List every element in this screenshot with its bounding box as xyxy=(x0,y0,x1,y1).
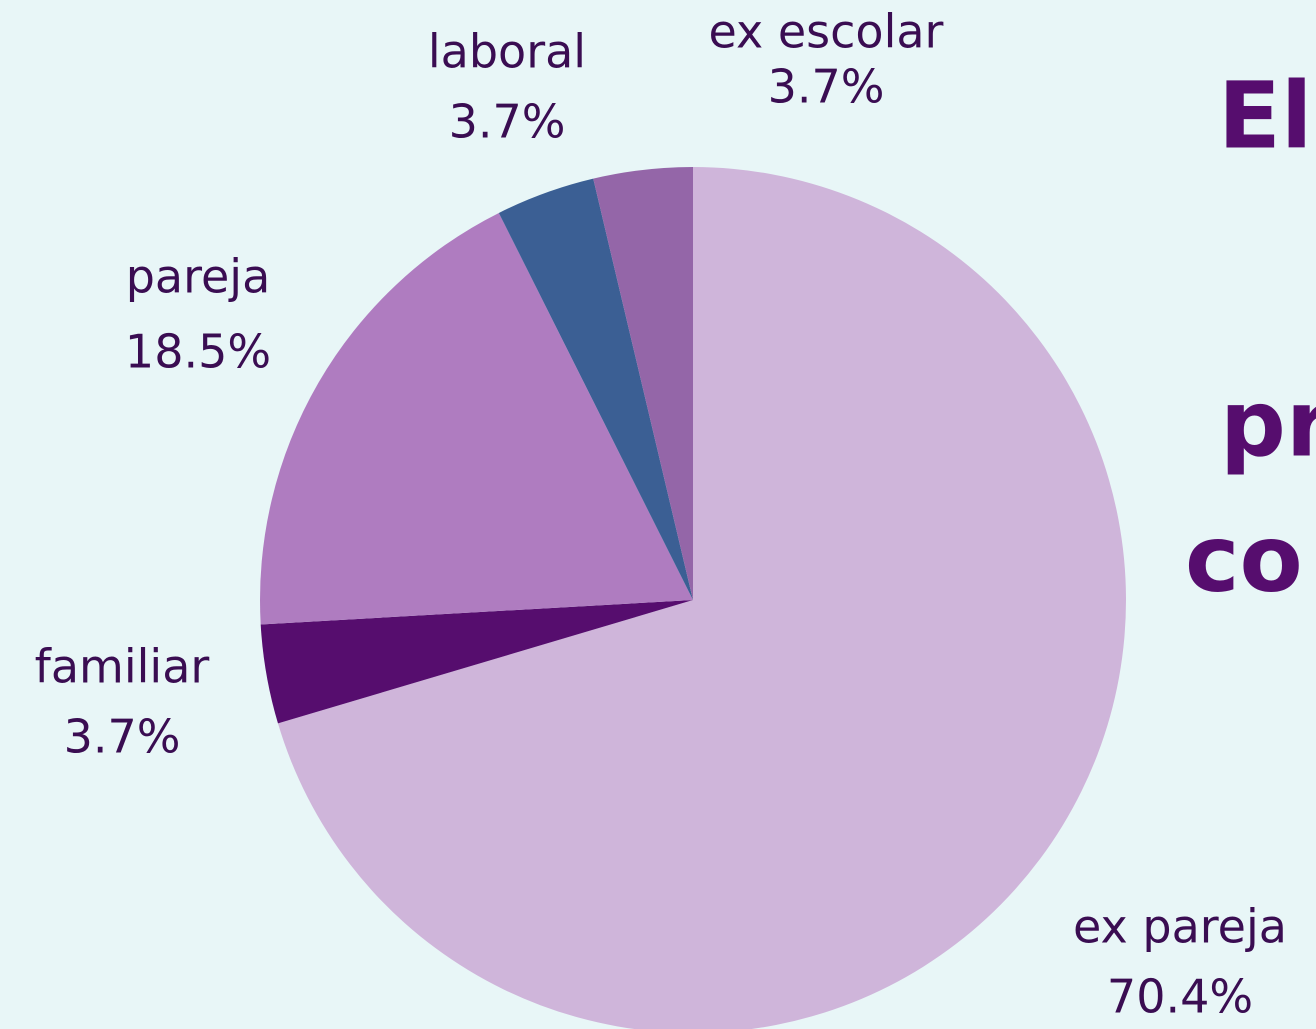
slice-label: ex pareja xyxy=(1073,900,1287,954)
slice-value: 18.5% xyxy=(125,325,271,379)
slice-label: laboral xyxy=(428,25,586,79)
slice-label: familiar xyxy=(35,640,210,694)
annotation: pr xyxy=(1220,370,1316,477)
annotation: El xyxy=(1218,62,1312,169)
pie-slice xyxy=(498,178,693,600)
slice-value: 3.7% xyxy=(449,95,566,149)
pie-slice xyxy=(277,167,1126,1029)
slice-label: ex escolar xyxy=(709,5,944,59)
pie-slice xyxy=(260,600,693,724)
annotation: co xyxy=(1185,505,1303,612)
slice-value: 3.7% xyxy=(64,710,181,764)
slice-value: 70.4% xyxy=(1107,970,1253,1024)
pie-slice xyxy=(593,167,693,600)
pie-slice xyxy=(260,212,693,625)
slice-value: 3.7% xyxy=(768,60,885,114)
slice-label: pareja xyxy=(126,250,271,304)
